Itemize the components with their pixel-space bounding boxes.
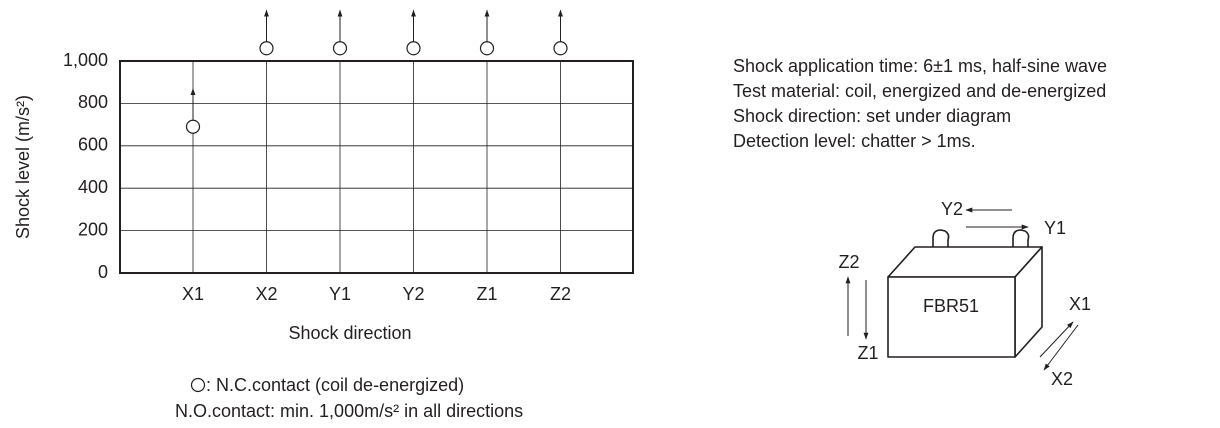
y-tick-label: 800 — [78, 92, 108, 112]
conditions: Shock application time: 6±1 ms, half-sin… — [733, 56, 1107, 151]
x-tick-label: Y1 — [329, 284, 351, 304]
legend-marker — [190, 377, 206, 393]
y-tick-label: 600 — [78, 135, 108, 155]
condition-text: Test material: coil, energized and de-en… — [733, 81, 1106, 101]
point — [259, 41, 274, 56]
y-tick-label: 0 — [98, 262, 108, 282]
pin — [1012, 229, 1030, 252]
plot-frame — [119, 60, 634, 274]
direction-label: Y2 — [941, 199, 963, 219]
x-axis-label: Shock direction — [288, 323, 411, 343]
direction-label: Z1 — [857, 343, 878, 363]
point — [332, 41, 348, 56]
pin — [932, 229, 950, 252]
arrow — [1043, 324, 1079, 371]
legend-label: : N.C.contact (coil de-energized) — [206, 375, 464, 395]
x-tick-label: X2 — [255, 284, 277, 304]
relay-diagram: FBR51 Y2 Y1 Z2 Z1 X1 X2 — [838, 199, 1091, 389]
direction-label: X2 — [1051, 369, 1073, 389]
product-label: FBR51 — [923, 296, 979, 316]
direction-label: Z2 — [838, 252, 859, 272]
condition-text: Detection level: chatter > 1ms. — [733, 131, 976, 151]
direction-label: X1 — [1069, 294, 1091, 314]
point — [185, 119, 201, 134]
x-tick-label: Y2 — [402, 284, 424, 304]
chart: Shock level (m/s²) Shock direction : N.C… — [13, 9, 634, 421]
x-tick-label: Z1 — [476, 284, 497, 304]
y-tick-label: 200 — [78, 219, 108, 239]
direction-label: Y1 — [1044, 218, 1066, 238]
point — [479, 41, 495, 56]
point — [553, 41, 568, 56]
condition-text: Shock direction: set under diagram — [733, 106, 1011, 126]
y-tick-label: 1,000 — [63, 50, 108, 70]
chart-note: N.O.contact: min. 1,000m/s² in all direc… — [175, 401, 523, 421]
x-tick-label: Z2 — [550, 284, 571, 304]
x-tick-label: X1 — [182, 284, 204, 304]
y-axis-label: Shock level (m/s²) — [13, 95, 33, 239]
arrow — [1039, 321, 1074, 358]
y-tick-label: 400 — [78, 177, 108, 197]
condition-text: Shock application time: 6±1 ms, half-sin… — [733, 56, 1107, 76]
point — [406, 41, 421, 56]
box-front — [887, 276, 1016, 358]
